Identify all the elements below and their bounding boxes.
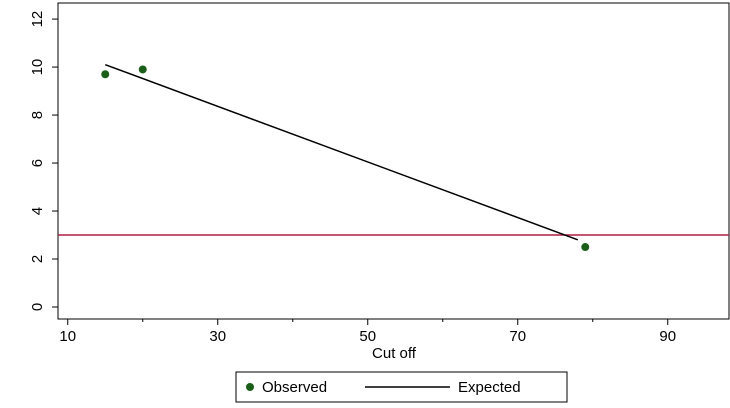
observed-point	[138, 65, 147, 74]
x-tick-label: 30	[209, 328, 226, 345]
observed-point	[581, 243, 590, 252]
y-tick-label: 12	[29, 11, 46, 28]
y-tick-label: 4	[29, 207, 46, 215]
expected-line	[104, 63, 579, 241]
y-tick-label: 2	[29, 255, 46, 263]
legend-label: Observed	[262, 379, 327, 396]
y-tick-label: 10	[29, 59, 46, 76]
legend-key	[246, 383, 254, 391]
y-tick-label: 6	[29, 159, 46, 167]
legend-label: Expected	[458, 379, 521, 396]
x-axis-label: Cut off	[372, 345, 417, 362]
y-tick-label: 8	[29, 111, 46, 119]
observed-point	[101, 70, 110, 79]
y-tick-label: 0	[29, 303, 46, 311]
plot-frame	[57, 2, 730, 320]
x-tick-label: 10	[59, 328, 76, 345]
x-tick-label: 70	[509, 328, 526, 345]
x-tick-label: 50	[359, 328, 376, 345]
x-tick-label: 90	[659, 328, 676, 345]
